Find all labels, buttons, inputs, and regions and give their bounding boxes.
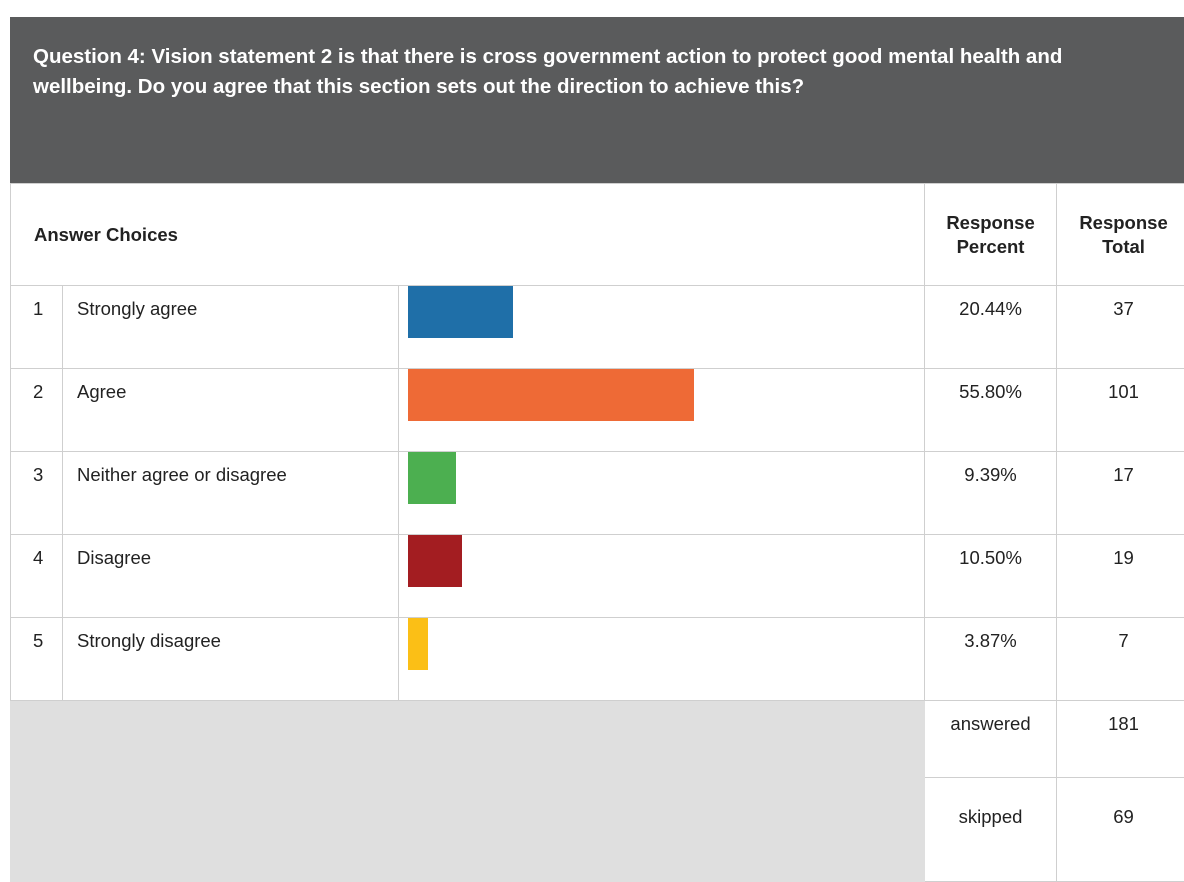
answer-bar-cell xyxy=(399,452,925,535)
answer-bar-cell xyxy=(399,618,925,701)
skipped-label: skipped xyxy=(925,778,1057,882)
answer-label: Strongly disagree xyxy=(63,618,399,701)
response-total-header: Response Total xyxy=(1057,184,1184,286)
response-total: 101 xyxy=(1057,369,1184,452)
skipped-value: 69 xyxy=(1057,778,1184,882)
response-percent: 55.80% xyxy=(925,369,1057,452)
answered-row: answered 181 xyxy=(11,701,1184,778)
answer-bar-cell xyxy=(399,369,925,452)
answer-label: Neither agree or disagree xyxy=(63,452,399,535)
skipped-row: skipped 69 xyxy=(11,778,1184,882)
answered-value: 181 xyxy=(1057,701,1184,778)
response-table: Answer Choices Response Percent Response… xyxy=(10,183,1184,882)
answered-label: answered xyxy=(925,701,1057,778)
answered-filler xyxy=(11,701,925,778)
response-percent: 10.50% xyxy=(925,535,1057,618)
answer-choices-header: Answer Choices xyxy=(11,184,925,286)
answer-number: 3 xyxy=(11,452,63,535)
answer-number: 2 xyxy=(11,369,63,452)
response-percent-header-line1: Response xyxy=(946,212,1034,233)
response-percent-header: Response Percent xyxy=(925,184,1057,286)
survey-question-panel: Question 4: Vision statement 2 is that t… xyxy=(0,0,1184,777)
response-bar xyxy=(408,369,694,421)
response-total: 37 xyxy=(1057,286,1184,369)
table-header-row: Answer Choices Response Percent Response… xyxy=(11,184,1184,286)
answer-number: 5 xyxy=(11,618,63,701)
response-total: 17 xyxy=(1057,452,1184,535)
response-total-header-line2: Total xyxy=(1102,236,1145,257)
response-bar xyxy=(408,286,513,338)
response-bar xyxy=(408,618,428,670)
answer-number: 4 xyxy=(11,535,63,618)
response-bar xyxy=(408,452,456,504)
response-percent-header-line2: Percent xyxy=(957,236,1025,257)
response-percent: 20.44% xyxy=(925,286,1057,369)
response-percent: 3.87% xyxy=(925,618,1057,701)
skipped-filler xyxy=(11,778,925,882)
response-bar xyxy=(408,535,462,587)
answer-bar-cell xyxy=(399,286,925,369)
answer-number: 1 xyxy=(11,286,63,369)
response-percent: 9.39% xyxy=(925,452,1057,535)
response-total-header-line1: Response xyxy=(1079,212,1167,233)
response-total: 7 xyxy=(1057,618,1184,701)
answer-label: Strongly agree xyxy=(63,286,399,369)
answer-label: Agree xyxy=(63,369,399,452)
question-title: Question 4: Vision statement 2 is that t… xyxy=(10,17,1184,183)
response-total: 19 xyxy=(1057,535,1184,618)
answer-label: Disagree xyxy=(63,535,399,618)
answer-bar-cell xyxy=(399,535,925,618)
